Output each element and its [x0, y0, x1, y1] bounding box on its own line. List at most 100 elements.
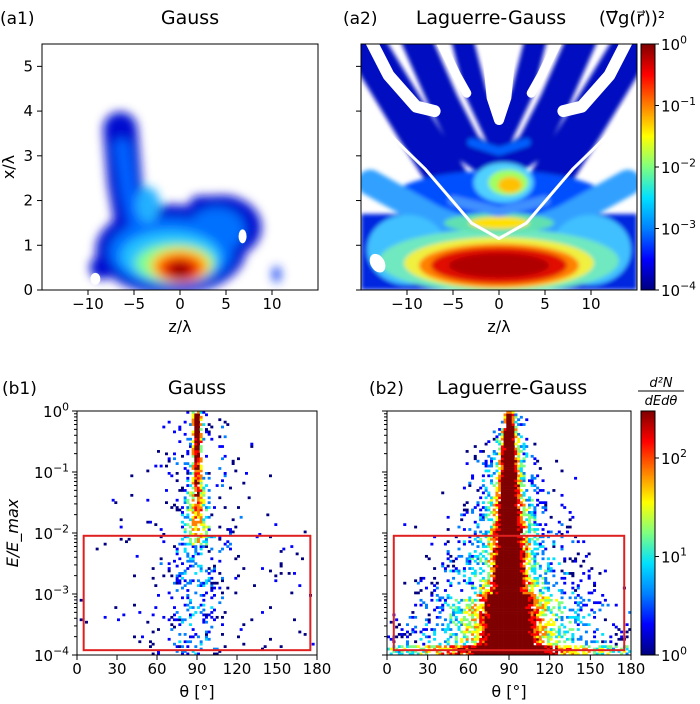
histogram-bin	[514, 633, 518, 636]
panel-title: Laguerre-Gauss	[416, 7, 566, 29]
histogram-bin	[519, 579, 523, 583]
histogram-bin	[509, 445, 513, 448]
histogram-bin	[549, 628, 553, 631]
histogram-bin	[392, 650, 396, 653]
histogram-bin	[484, 630, 488, 634]
histogram-bin	[503, 479, 507, 483]
histogram-bin	[197, 445, 200, 448]
histogram-bin	[541, 552, 545, 556]
histogram-bin	[576, 628, 580, 631]
histogram-bin	[95, 547, 99, 551]
histogram-bin	[527, 611, 531, 614]
histogram-bin	[519, 652, 523, 655]
histogram-bin	[191, 498, 195, 502]
histogram-bin	[492, 559, 496, 563]
histogram-bin	[438, 596, 442, 600]
histogram-bins	[387, 411, 631, 655]
histogram-bin	[525, 589, 529, 592]
histogram-bin	[498, 642, 502, 646]
histogram-bin	[191, 420, 195, 424]
histogram-bin	[622, 650, 626, 653]
histogram-bin	[549, 569, 553, 573]
histogram-bin	[484, 594, 488, 597]
histogram-bin	[476, 535, 480, 539]
histogram-bin	[490, 630, 494, 634]
histogram-bin	[517, 598, 521, 602]
histogram-bin	[509, 440, 513, 444]
histogram-bin	[465, 501, 469, 505]
histogram-bin	[487, 598, 491, 602]
histogram-bin	[189, 635, 192, 639]
histogram-bin	[186, 491, 190, 495]
histogram-bin	[525, 630, 529, 634]
histogram-bin	[530, 591, 534, 595]
histogram-bin	[495, 572, 499, 575]
histogram-bin	[492, 650, 496, 653]
histogram-bin	[503, 493, 507, 497]
histogram-bin	[506, 650, 510, 653]
histogram-bin	[213, 586, 216, 590]
histogram-bin	[500, 513, 504, 517]
histogram-bin	[205, 620, 208, 624]
histogram-bin	[500, 594, 504, 597]
histogram-bin	[157, 650, 160, 653]
histogram-bin	[202, 503, 206, 507]
histogram-bin	[202, 581, 206, 585]
histogram-bin	[492, 484, 496, 487]
histogram-bin	[457, 606, 461, 609]
histogram-bin	[471, 652, 475, 655]
histogram-bin	[263, 645, 267, 648]
histogram-bin	[481, 491, 485, 495]
histogram-bin	[175, 650, 179, 653]
histogram-bin	[389, 637, 393, 641]
histogram-bin	[522, 423, 526, 426]
histogram-bin	[552, 652, 556, 655]
histogram-bin	[519, 623, 523, 627]
histogram-bin	[414, 625, 418, 629]
histogram-bin	[194, 467, 198, 470]
histogram-bin	[525, 547, 529, 551]
panel-label: (a2)	[343, 9, 378, 29]
histogram-bin	[530, 603, 534, 607]
histogram-bin	[189, 506, 192, 509]
histogram-bin	[517, 564, 521, 568]
histogram-bin	[205, 615, 208, 619]
histogram-bin	[498, 606, 502, 609]
histogram-bin	[536, 642, 540, 646]
histogram-bin	[555, 650, 559, 653]
histogram-bin	[462, 615, 466, 619]
histogram-bin	[487, 506, 491, 509]
histogram-bin	[452, 647, 456, 651]
histogram-bin	[495, 620, 499, 624]
histogram-bin	[460, 620, 464, 624]
histogram-bin	[584, 640, 588, 644]
histogram-bin	[151, 652, 155, 655]
histogram-bin	[522, 569, 526, 573]
histogram-bin	[484, 459, 488, 463]
histogram-bin	[481, 550, 485, 553]
histogram-bin	[509, 415, 513, 419]
histogram-bin	[514, 503, 518, 507]
histogram-bin	[167, 420, 171, 424]
histogram-bin	[424, 628, 428, 631]
histogram-bin	[473, 608, 477, 612]
histogram-bin	[544, 523, 548, 526]
histogram-bin	[517, 459, 521, 463]
histogram-bin	[199, 640, 203, 644]
histogram-bin	[183, 535, 187, 539]
histogram-bin	[487, 464, 491, 468]
histogram-bin	[511, 554, 515, 558]
histogram-bin	[159, 528, 163, 531]
histogram-bin	[593, 630, 597, 634]
histogram-bin	[503, 584, 507, 587]
histogram-bin	[517, 635, 521, 639]
histogram-bin	[519, 547, 523, 551]
histogram-bin	[441, 491, 445, 495]
histogram-bin	[223, 542, 227, 546]
histogram-bin	[487, 552, 491, 556]
histogram-bin	[560, 652, 564, 655]
histogram-bin	[422, 601, 426, 605]
panel-label: (a1)	[0, 9, 35, 29]
histogram-bin	[568, 628, 572, 631]
histogram-bin	[457, 581, 461, 585]
